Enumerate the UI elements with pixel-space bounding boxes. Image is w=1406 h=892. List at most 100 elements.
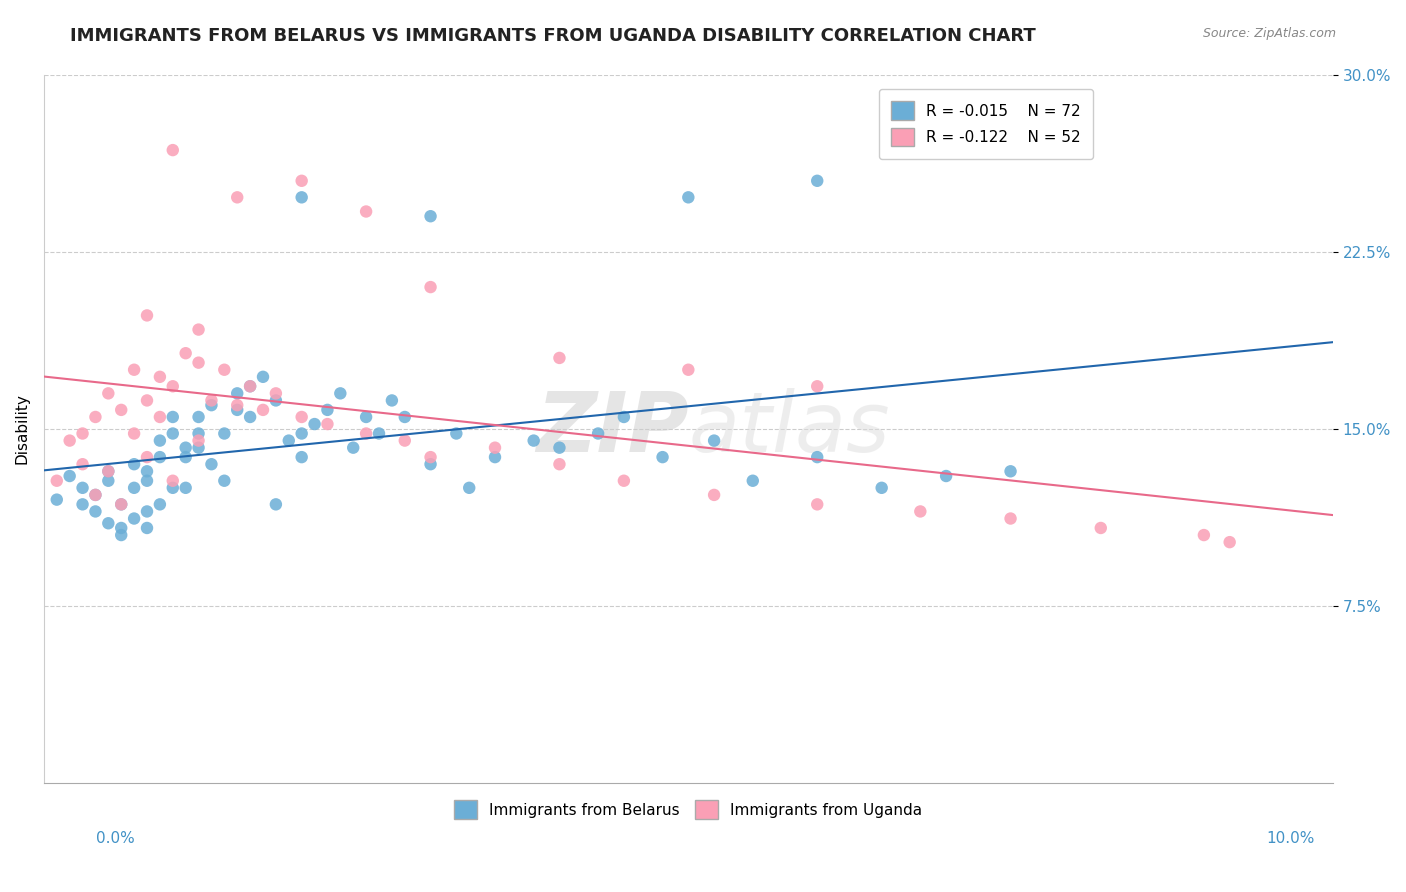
Point <box>806 450 828 464</box>
Point <box>110 497 132 511</box>
Point <box>239 409 262 424</box>
Point <box>136 309 159 323</box>
Point <box>214 474 236 488</box>
Point <box>214 426 236 441</box>
Point <box>291 190 314 204</box>
Point <box>316 417 339 431</box>
Point <box>806 174 828 188</box>
Point <box>548 457 571 471</box>
Point <box>1090 521 1112 535</box>
Point <box>84 409 107 424</box>
Point <box>72 457 94 471</box>
Point <box>162 481 184 495</box>
Point <box>136 393 159 408</box>
Point <box>394 434 416 448</box>
Point <box>187 322 209 336</box>
Point <box>59 469 82 483</box>
Point <box>149 450 172 464</box>
Point <box>122 481 145 495</box>
Point <box>419 457 441 471</box>
Point <box>419 209 441 223</box>
Point <box>122 363 145 377</box>
Point <box>45 474 67 488</box>
Point <box>200 457 222 471</box>
Point <box>174 450 197 464</box>
Point <box>613 409 636 424</box>
Point <box>187 356 209 370</box>
Point <box>806 497 828 511</box>
Point <box>381 393 404 408</box>
Point <box>226 398 249 412</box>
Point <box>97 516 120 531</box>
Point <box>97 464 120 478</box>
Point <box>252 369 274 384</box>
Point <box>703 434 725 448</box>
Point <box>304 417 326 431</box>
Point <box>264 497 287 511</box>
Text: IMMIGRANTS FROM BELARUS VS IMMIGRANTS FROM UGANDA DISABILITY CORRELATION CHART: IMMIGRANTS FROM BELARUS VS IMMIGRANTS FR… <box>70 27 1036 45</box>
Point <box>149 497 172 511</box>
Point <box>264 386 287 401</box>
Point <box>291 426 314 441</box>
Point <box>45 492 67 507</box>
Point <box>97 464 120 478</box>
Point <box>291 450 314 464</box>
Point <box>1000 464 1022 478</box>
Point <box>162 379 184 393</box>
Point <box>162 474 184 488</box>
Point <box>72 497 94 511</box>
Point <box>149 409 172 424</box>
Point <box>613 474 636 488</box>
Point <box>84 488 107 502</box>
Point <box>446 426 468 441</box>
Point <box>548 441 571 455</box>
Point <box>110 403 132 417</box>
Point <box>110 497 132 511</box>
Point <box>110 521 132 535</box>
Point <box>548 351 571 365</box>
Point <box>394 409 416 424</box>
Point <box>316 403 339 417</box>
Point <box>354 204 377 219</box>
Point <box>678 190 700 204</box>
Point <box>59 434 82 448</box>
Point <box>586 426 609 441</box>
Text: Source: ZipAtlas.com: Source: ZipAtlas.com <box>1202 27 1336 40</box>
Point <box>136 474 159 488</box>
Point <box>122 511 145 525</box>
Point <box>174 346 197 360</box>
Legend: Immigrants from Belarus, Immigrants from Uganda: Immigrants from Belarus, Immigrants from… <box>449 794 928 825</box>
Point <box>149 434 172 448</box>
Point <box>741 474 763 488</box>
Point <box>72 481 94 495</box>
Point <box>329 386 352 401</box>
Point <box>200 398 222 412</box>
Point <box>806 379 828 393</box>
Point <box>252 403 274 417</box>
Point <box>136 450 159 464</box>
Point <box>187 409 209 424</box>
Point <box>162 143 184 157</box>
Point <box>162 409 184 424</box>
Point <box>368 426 391 441</box>
Point <box>291 409 314 424</box>
Point <box>1192 528 1215 542</box>
Point <box>935 469 957 483</box>
Point <box>354 409 377 424</box>
Point <box>136 464 159 478</box>
Point <box>678 363 700 377</box>
Point <box>226 403 249 417</box>
Point <box>174 481 197 495</box>
Point <box>84 504 107 518</box>
Point <box>1219 535 1241 549</box>
Point <box>264 393 287 408</box>
Text: 10.0%: 10.0% <box>1267 831 1315 846</box>
Point <box>226 190 249 204</box>
Point <box>187 434 209 448</box>
Point <box>136 521 159 535</box>
Point <box>651 450 673 464</box>
Point <box>97 386 120 401</box>
Text: ZIP: ZIP <box>536 388 689 469</box>
Point <box>136 504 159 518</box>
Point <box>291 174 314 188</box>
